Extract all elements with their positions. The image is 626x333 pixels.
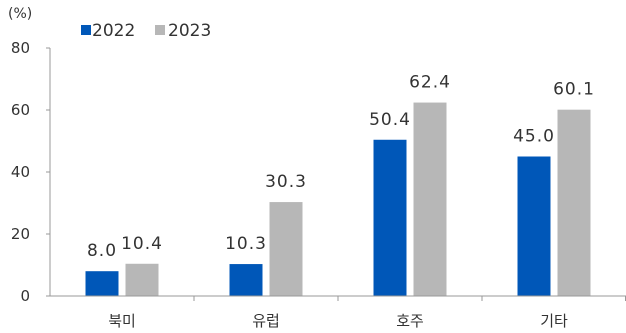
bar-2023 (557, 109, 591, 296)
data-label-2023: 60.1 (553, 80, 595, 100)
bars (85, 102, 591, 296)
data-label-2022: 50.4 (369, 110, 411, 130)
category-label: 기타 (540, 312, 568, 330)
data-label-2023: 30.3 (265, 172, 307, 192)
y-tick-label: 0 (20, 287, 30, 305)
y-tick-label: 40 (11, 163, 30, 181)
legend-swatch-2023 (155, 25, 165, 35)
legend-swatch-2022 (81, 25, 91, 35)
y-axis: 0 20 40 60 80 (11, 39, 51, 305)
legend-label-2023: 2023 (168, 21, 211, 41)
x-axis: 북미 유럽 호주 기타 (50, 295, 626, 330)
y-unit-label: (%) (8, 6, 32, 22)
data-labels: 8.0 10.4 10.3 30.3 50.4 62.4 45.0 60.1 (87, 73, 595, 262)
data-label-2022: 45.0 (513, 127, 555, 147)
bar-2023 (413, 102, 447, 296)
bar-2023 (125, 263, 159, 296)
category-label: 유럽 (252, 312, 280, 330)
data-label-2022: 10.3 (225, 234, 267, 254)
legend: 2022 2023 (81, 21, 211, 41)
data-label-2022: 8.0 (87, 241, 117, 261)
category-label: 호주 (396, 312, 424, 330)
y-tick-label: 60 (11, 101, 30, 119)
bar-2023 (269, 202, 303, 296)
y-tick-label: 20 (11, 225, 30, 243)
data-label-2023: 62.4 (409, 73, 451, 93)
category-label: 북미 (108, 312, 136, 330)
bar-2022 (85, 271, 119, 296)
bar-2022 (229, 264, 263, 296)
data-label-2023: 10.4 (121, 234, 163, 254)
bar-2022 (373, 139, 407, 296)
legend-label-2022: 2022 (92, 21, 135, 41)
bar-2022 (517, 156, 551, 296)
y-tick-label: 80 (11, 39, 30, 57)
